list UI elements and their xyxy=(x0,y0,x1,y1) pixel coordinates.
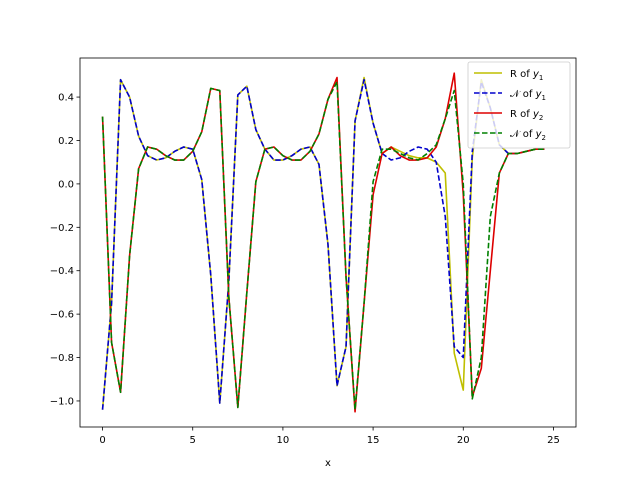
y-tick-label: −1.0 xyxy=(50,396,74,407)
x-tick-label: 10 xyxy=(277,435,290,446)
legend-label: R of y1 xyxy=(510,69,543,82)
plot-layer xyxy=(101,72,545,413)
y-tick-label: −0.8 xyxy=(50,353,74,364)
y-tick-label: −0.4 xyxy=(50,266,74,277)
y-tick-label: −0.6 xyxy=(50,310,74,321)
y-tick-label: 0.4 xyxy=(58,93,74,104)
x-axis: 0 5 10 15 20 25 xyxy=(99,427,560,446)
x-tick-label: 15 xyxy=(367,435,380,446)
legend: R of y1 𝒩 of y1 R of y2 𝒩 of y2 xyxy=(467,61,571,149)
legend-label: 𝒩 of y2 xyxy=(510,129,546,142)
x-tick-label: 25 xyxy=(547,435,560,446)
x-tick-label: 0 xyxy=(99,435,105,446)
x-tick-label: 20 xyxy=(457,435,470,446)
series-line-2 xyxy=(101,78,545,410)
y-tick-label: 0.0 xyxy=(58,179,74,190)
plot-frame xyxy=(79,57,577,428)
legend-label: 𝒩 of y1 xyxy=(510,89,546,102)
x-axis-title: x xyxy=(325,458,331,469)
y-tick-label: −0.2 xyxy=(50,223,74,234)
series-line-4 xyxy=(101,81,545,411)
x-tick-label: 5 xyxy=(190,435,196,446)
y-axis: −1.0 −0.8 −0.6 −0.4 −0.2 0.0 0.2 0.4 xyxy=(50,93,80,407)
legend-box xyxy=(467,61,571,149)
legend-label: R of y2 xyxy=(510,109,543,122)
y-tick-label: 0.2 xyxy=(58,136,74,147)
